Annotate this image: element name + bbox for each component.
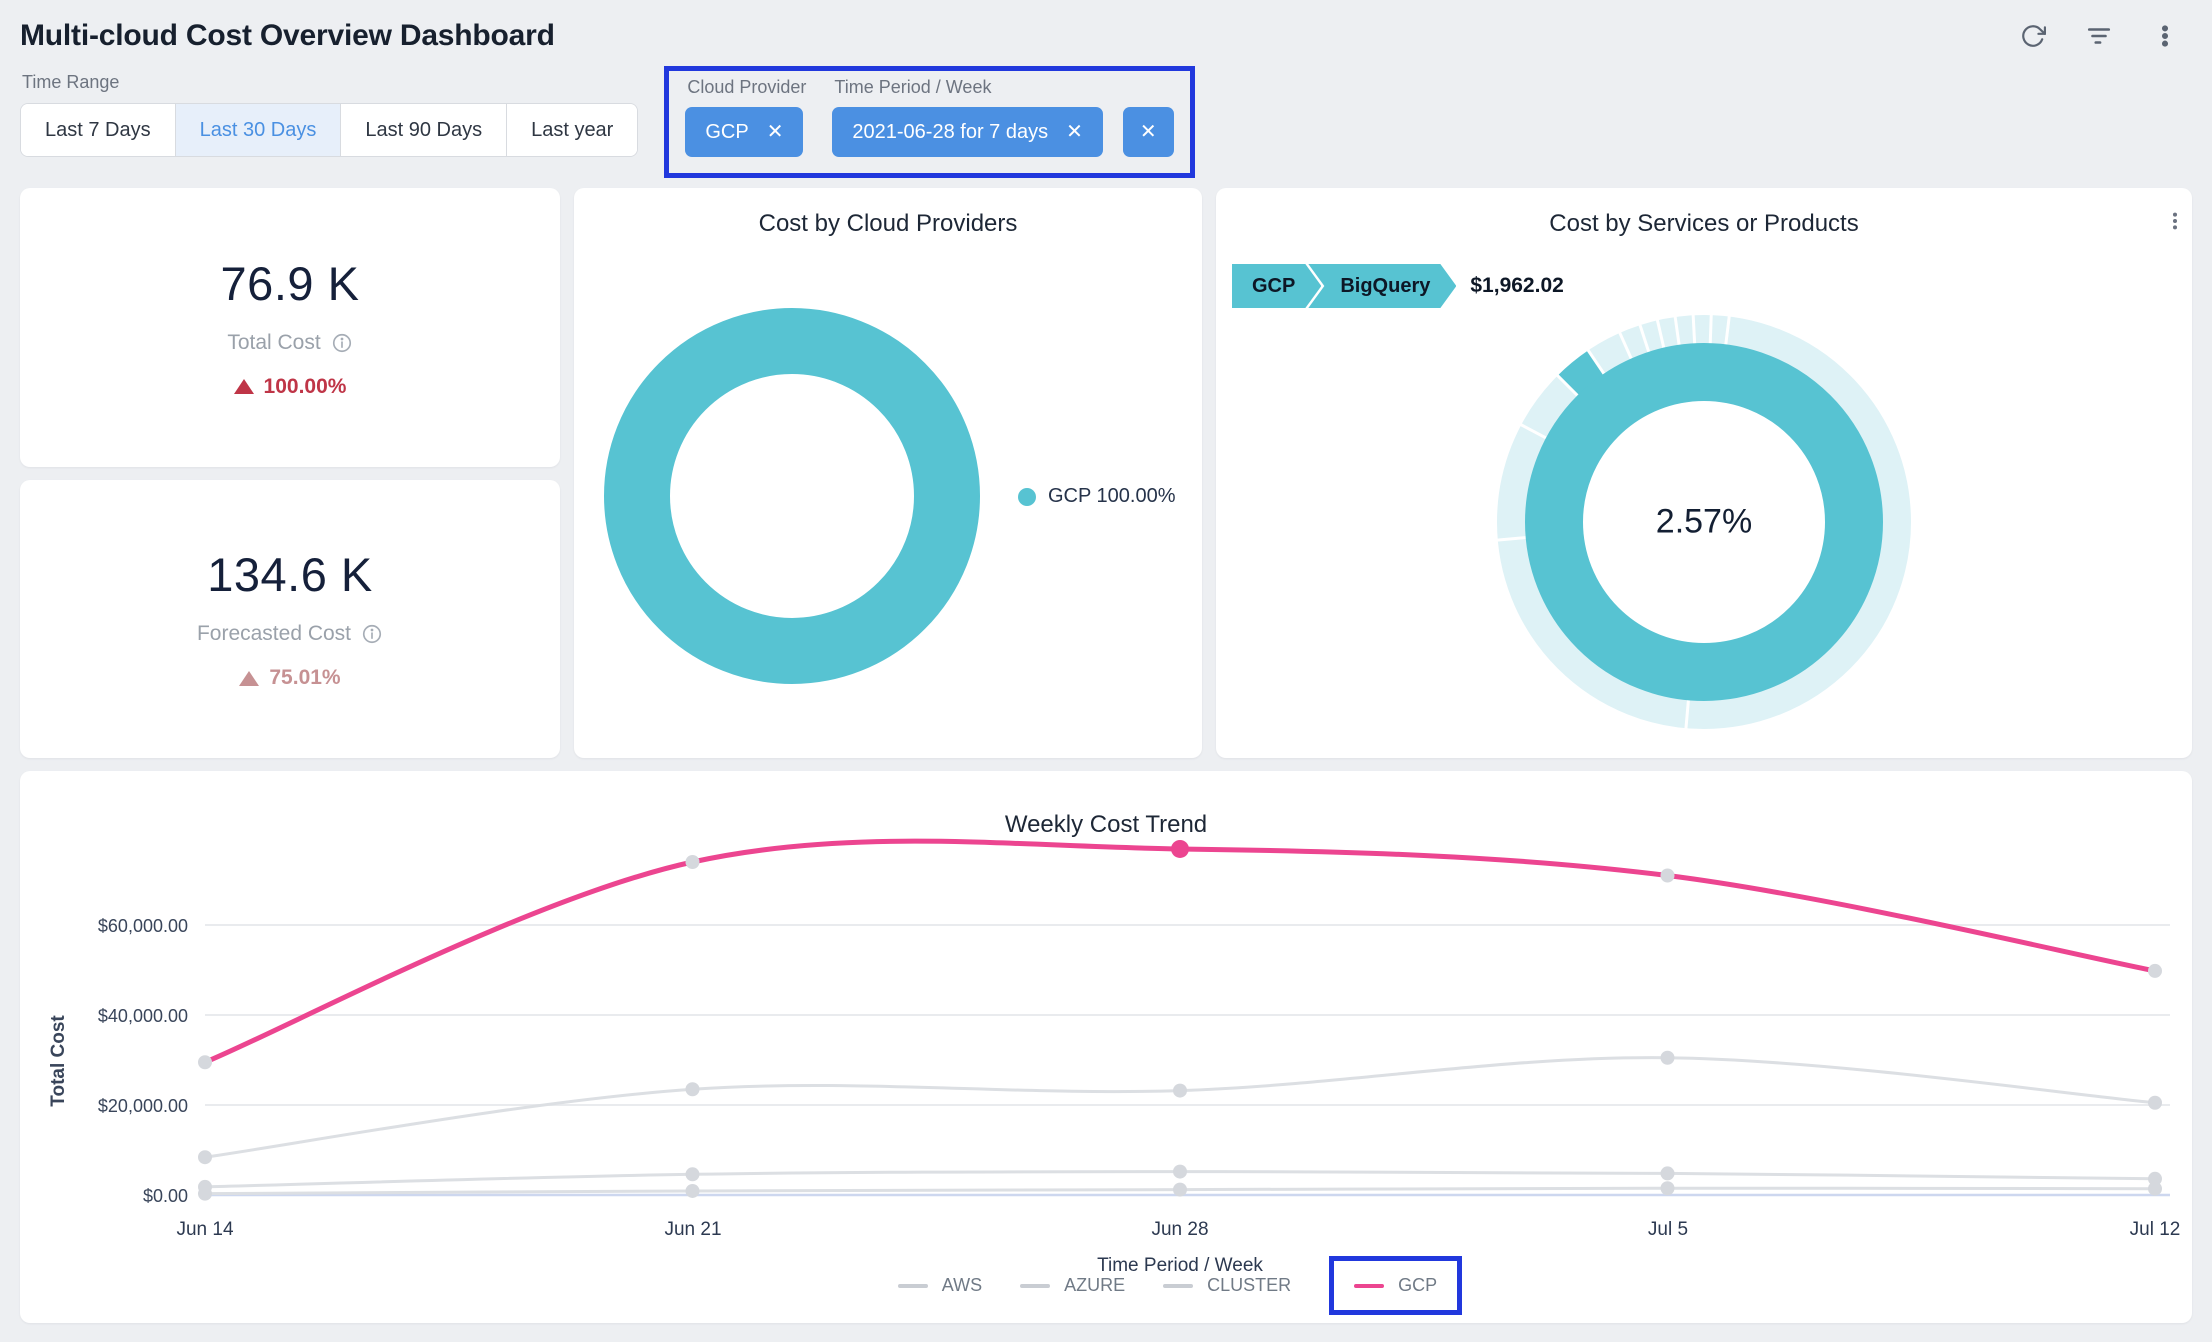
close-icon: ✕ <box>1139 121 1157 143</box>
x-tick-jun-28: Jun 28 <box>1151 1219 1208 1240</box>
legend-label-aws: AWS <box>941 1275 983 1295</box>
refresh-icon <box>2022 25 2046 47</box>
forecasted-cost-label: Forecasted Cost <box>196 622 352 646</box>
time-period-chip[interactable]: 2021-06-28 for 7 days ✕ <box>832 107 1103 157</box>
forecasted-cost-delta-value: 75.01% <box>269 666 341 690</box>
weekly-cost-trend-card: Weekly Cost Trend $0.00 $20,000.00 $40,0… <box>20 771 2192 1323</box>
y-tick-0: $0.00 <box>143 1186 188 1206</box>
info-icon[interactable] <box>331 332 353 354</box>
header: Multi-cloud Cost Overview Dashboard <box>20 14 2192 58</box>
cloud-provider-chip[interactable]: GCP ✕ <box>685 107 804 157</box>
card-menu-button[interactable] <box>2164 210 2178 230</box>
close-icon[interactable]: ✕ <box>1066 121 1083 143</box>
services-chart-title: Cost by Services or Products <box>1549 210 1859 237</box>
services-center-percent: 2.57% <box>1655 502 1753 541</box>
clear-filters-button[interactable]: ✕ <box>1122 107 1174 157</box>
trend-legend-item-azure[interactable]: AZURE <box>1020 1275 1125 1296</box>
x-tick-jun-14: Jun 14 <box>176 1219 233 1240</box>
close-icon[interactable]: ✕ <box>766 121 784 143</box>
legend-dash-azure <box>1020 1283 1051 1288</box>
filter-button[interactable] <box>2086 23 2112 49</box>
legend-dash-aws <box>897 1283 928 1288</box>
breadcrumb-amount: $1,962.02 <box>1470 274 1564 297</box>
services-tooltip-breadcrumb: GCP BigQuery $1,962.02 <box>1232 264 1564 308</box>
total-cost-delta: 100.00% <box>233 374 347 399</box>
trend-line-chart[interactable]: $0.00 $20,000.00 $40,000.00 $60,000.00 J… <box>20 771 2192 1281</box>
refresh-button[interactable] <box>2020 23 2046 49</box>
donut-slice-gcp[interactable] <box>604 308 980 684</box>
total-cost-label: Total Cost <box>227 330 321 354</box>
time-range-segmented: Last 7 Days Last 30 Days Last 90 Days La… <box>20 103 639 157</box>
legend-dash-cluster <box>1163 1283 1194 1288</box>
active-filters-annotation-box: Cloud Provider GCP ✕ Time Period / Week … <box>664 66 1195 178</box>
total-cost-label-row: Total Cost <box>227 331 352 355</box>
kebab-menu-icon <box>2161 25 2169 47</box>
time-range-control: Time Range Last 7 Days Last 30 Days Last… <box>20 66 639 157</box>
page-title: Multi-cloud Cost Overview Dashboard <box>20 19 555 52</box>
info-icon[interactable] <box>361 623 383 645</box>
stat-column: 76.9 K Total Cost 100.00% 134.6 K Foreca… <box>20 188 560 758</box>
forecasted-cost-card: 134.6 K Forecasted Cost 75.01% <box>20 479 560 758</box>
delta-up-icon <box>233 379 254 395</box>
total-cost-card: 76.9 K Total Cost 100.00% <box>20 188 560 467</box>
filter-row: Time Range Last 7 Days Last 30 Days Last… <box>20 66 2192 178</box>
x-tick-jul-5: Jul 5 <box>1648 1219 1688 1240</box>
cost-by-services-card: Cost by Services or Products GCP BigQuer… <box>1216 188 2192 758</box>
cloud-provider-filter-group: Cloud Provider GCP ✕ <box>685 77 806 157</box>
legend-label-azure: AZURE <box>1064 1275 1126 1295</box>
kebab-menu-icon <box>2172 212 2178 230</box>
y-axis-title: Total Cost <box>48 1015 69 1107</box>
time-period-chip-value: 2021-06-28 for 7 days <box>852 120 1049 143</box>
providers-chart-title: Cost by Cloud Providers <box>758 210 1018 237</box>
y-tick-40000: $40,000.00 <box>98 1006 188 1026</box>
time-range-option-last-7-days[interactable]: Last 7 Days <box>21 104 176 156</box>
trend-legend-item-gcp[interactable]: GCP <box>1354 1275 1437 1296</box>
forecasted-cost-label-row: Forecasted Cost <box>197 622 383 646</box>
y-tick-20000: $20,000.00 <box>98 1096 188 1116</box>
time-period-filter-group: Time Period / Week 2021-06-28 for 7 days… <box>832 77 1174 157</box>
breadcrumb-service-tag: BigQuery <box>1308 264 1456 308</box>
services-sunburst-chart[interactable] <box>1216 188 2192 758</box>
breadcrumb-provider-tag: GCP <box>1232 264 1321 308</box>
top-cards-row: 76.9 K Total Cost 100.00% 134.6 K Foreca… <box>20 188 2192 758</box>
trend-chart-title: Weekly Cost Trend <box>1004 811 1208 838</box>
time-period-label: Time Period / Week <box>834 77 992 97</box>
x-tick-jul-12: Jul 12 <box>2130 1219 2181 1240</box>
total-cost-value: 76.9 K <box>220 256 360 310</box>
legend-label-cluster: CLUSTER <box>1207 1275 1292 1295</box>
time-range-option-last-year[interactable]: Last year <box>507 104 638 156</box>
filter-icon <box>2087 28 2111 44</box>
legend-dash-gcp <box>1354 1283 1385 1288</box>
trend-legend-item-aws[interactable]: AWS <box>897 1275 983 1296</box>
cloud-provider-chip-value: GCP <box>705 120 749 143</box>
cost-by-cloud-providers-card: Cost by Cloud Providers GCP 100.00% <box>574 188 1202 758</box>
cloud-provider-label: Cloud Provider <box>687 77 807 97</box>
delta-up-icon <box>239 670 260 686</box>
header-toolbar <box>2020 23 2178 49</box>
x-tick-jun-21: Jun 21 <box>664 1219 721 1240</box>
time-range-label: Time Range <box>22 72 120 92</box>
trend-legend-item-cluster[interactable]: CLUSTER <box>1163 1275 1291 1296</box>
legend-label-gcp: GCP <box>1398 1275 1438 1295</box>
x-axis-title: Time Period / Week <box>1097 1255 1263 1276</box>
providers-legend-label: GCP 100.00% <box>1048 485 1176 507</box>
time-range-option-last-90-days[interactable]: Last 90 Days <box>341 104 508 156</box>
total-cost-delta-value: 100.00% <box>263 374 347 398</box>
kebab-menu-button[interactable] <box>2152 23 2178 49</box>
legend-dot-gcp <box>1018 487 1036 506</box>
y-tick-60000: $60,000.00 <box>98 916 188 936</box>
time-range-option-last-30-days[interactable]: Last 30 Days <box>175 104 342 156</box>
forecasted-cost-delta: 75.01% <box>239 666 341 690</box>
forecasted-cost-value: 134.6 K <box>207 548 373 602</box>
providers-legend: GCP 100.00% <box>1018 485 1176 508</box>
providers-donut-chart[interactable] <box>574 188 1202 758</box>
trend-legend: AWS AZURE CLUSTER GCP <box>205 1256 2155 1315</box>
gcp-legend-annotation-box: GCP <box>1329 1256 1463 1315</box>
